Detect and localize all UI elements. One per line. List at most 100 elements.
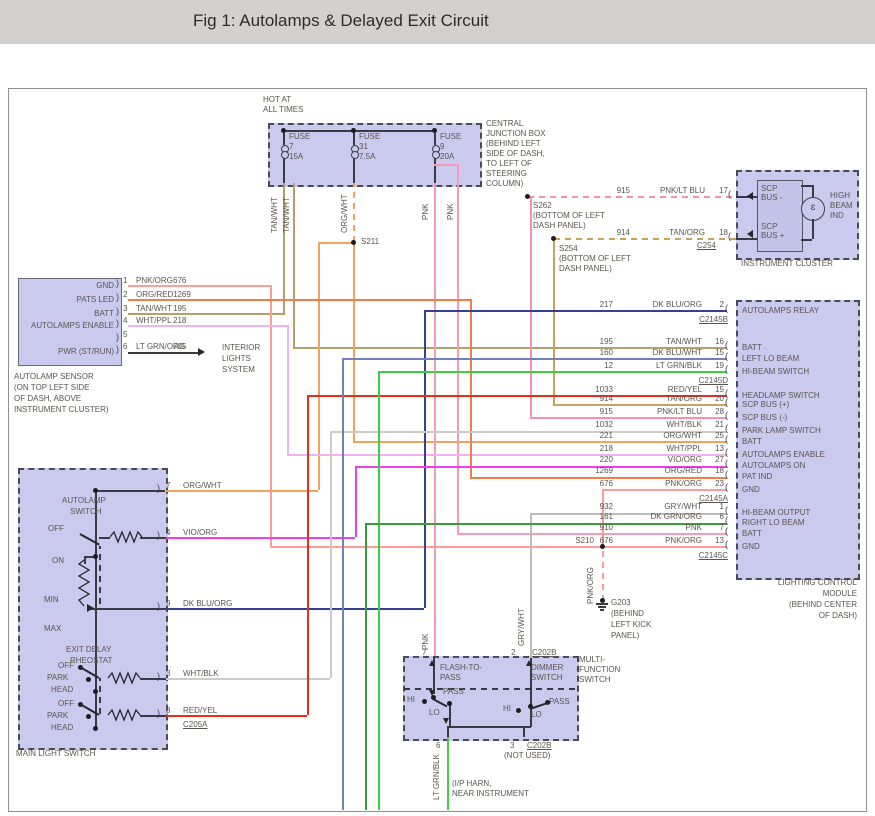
diagram-label: AUTOLAMP SENSOR	[14, 372, 94, 381]
wire-segment-black	[283, 157, 285, 183]
pin-connector-icon: (	[725, 505, 728, 515]
pin-connector-icon: (	[725, 447, 728, 457]
wire-segment-tan	[283, 183, 285, 313]
module-pin-label: LEFT LO BEAM	[742, 354, 800, 363]
arrowhead-icon	[747, 230, 753, 238]
connector-label: C202B	[532, 648, 557, 657]
wire-color: ORG/RED	[664, 466, 702, 475]
diagram-label: MAIN LIGHT SWITCH	[16, 749, 96, 758]
page-title: Fig 1: Autolamps & Delayed Exit Circuit	[193, 11, 489, 30]
pin-number: 17	[719, 186, 728, 195]
diagram-label: 2	[511, 648, 516, 657]
splice-dot	[93, 726, 98, 731]
splice-dot	[93, 689, 98, 694]
pin-connector-icon: (	[725, 340, 728, 350]
fuse-icon	[281, 151, 289, 159]
wire-segment-orange	[166, 490, 318, 492]
diagram-label: S262	[533, 201, 552, 210]
diagram-label: (BEHIND	[611, 609, 644, 618]
splice-dot	[281, 128, 286, 133]
pin-number: 15	[715, 348, 724, 357]
wire-segment-black	[84, 556, 95, 558]
circuit-number: 160	[599, 348, 613, 357]
diagram-label: PASS	[440, 673, 461, 682]
pin-connector-icon: (	[725, 458, 728, 468]
circuit-number: 676	[173, 276, 187, 285]
wire-segment-black	[530, 657, 532, 705]
switch-position-label: HI	[503, 704, 511, 713]
wire-color: WHT/BLK	[183, 669, 219, 678]
switch-position-label: OFF	[58, 661, 74, 670]
wire-segment-black	[404, 688, 575, 690]
pin-number: 3	[166, 669, 171, 678]
diagram-label: COLUMN)	[486, 179, 524, 188]
pin-connector-icon: )	[116, 332, 119, 342]
wire-segment-wht_blk	[166, 678, 330, 680]
circuit-number: 1033	[595, 385, 613, 394]
wire-segment-black	[283, 130, 435, 132]
wire-segment-black	[736, 196, 757, 198]
pin-connector-icon: (	[725, 423, 728, 433]
module-pin-label: AUTOLAMPS ENABLE	[742, 450, 825, 459]
arrowhead-icon	[526, 660, 532, 666]
diagram-label: SWITCH	[531, 673, 563, 682]
splice-label: S210	[575, 536, 594, 545]
wire-color: DK GRN/ORG	[650, 512, 702, 521]
diagram-label: (NOT USED)	[504, 751, 551, 760]
wire-segment-black	[128, 352, 200, 354]
sensor-pin-label: AUTOLAMPS ENABLE	[31, 321, 114, 330]
wire-segment-black	[598, 606, 606, 608]
diagram-label: LIGHTS	[222, 354, 251, 363]
wire-color-vertical: TAN/WHT	[270, 197, 279, 233]
diagram-label: (BOTTOM OF LEFT	[559, 254, 631, 263]
wire-segment-orange	[318, 242, 320, 490]
wire-segment-pnk_org	[602, 548, 604, 601]
wire-segment-black	[530, 703, 532, 727]
wire-segment-orange	[353, 183, 355, 242]
wire-segment-black	[434, 157, 436, 183]
wire-segment-black	[523, 728, 525, 737]
wire-segment-pnk_org	[270, 546, 727, 548]
pin-number: 23	[715, 479, 724, 488]
wire-segment-gry_wht	[530, 513, 727, 515]
pin-connector-icon: )	[116, 344, 119, 354]
diagram-label: LEFT KICK	[611, 620, 652, 629]
diagram-label: INSTRUMENT CLUSTER)	[14, 405, 109, 414]
diagram-label: 3	[510, 741, 515, 750]
wire-color: ORG/WHT	[183, 481, 222, 490]
diagram-label: (ON TOP LEFT SIDE	[14, 383, 90, 392]
pin-number: 25	[715, 431, 724, 440]
wire-segment-pnk_lt_blu	[530, 417, 727, 419]
wire-segment-pink	[457, 533, 727, 535]
pin-number: 6	[719, 512, 724, 521]
pin-number: 1	[719, 502, 724, 511]
wire-segment-org_red	[470, 477, 727, 479]
pin-connector-icon: (	[725, 388, 728, 398]
pin-connector-icon: )	[116, 318, 119, 328]
wire-segment-black	[99, 546, 101, 604]
wire-segment-black	[434, 131, 436, 145]
module-pin-label: AUTOLAMPS RELAY	[742, 306, 820, 315]
wire-color-vertical: LT GRN/BLK	[432, 754, 441, 800]
circuit-number: 914	[599, 394, 613, 403]
central-junction-box	[268, 123, 482, 187]
wire-color: LT GRN/ORG	[136, 342, 186, 351]
splice-dot	[86, 677, 91, 682]
fuse-icon	[351, 151, 359, 159]
module-pin-label: HEADLAMP SWITCH	[742, 391, 820, 400]
wire-segment-black	[600, 609, 604, 611]
switch-position-label: PASS	[549, 697, 570, 706]
wire-segment-wht_ppl	[128, 325, 287, 327]
diagram-label: SCP	[761, 184, 778, 193]
wire-segment-vio_org	[166, 537, 355, 539]
pin-connector-icon: (	[725, 397, 728, 407]
wire-segment-black	[95, 490, 165, 492]
pin-connector-icon: (	[725, 364, 728, 374]
pin-number: 21	[715, 420, 724, 429]
module-pin-label: PARK LAMP SWITCH	[742, 426, 821, 435]
arrowhead-icon	[429, 690, 435, 696]
connector-label: C205A	[183, 720, 208, 729]
splice-dot	[422, 699, 427, 704]
arrowhead-icon	[87, 604, 94, 612]
wire-color: WHT/PPL	[666, 444, 702, 453]
